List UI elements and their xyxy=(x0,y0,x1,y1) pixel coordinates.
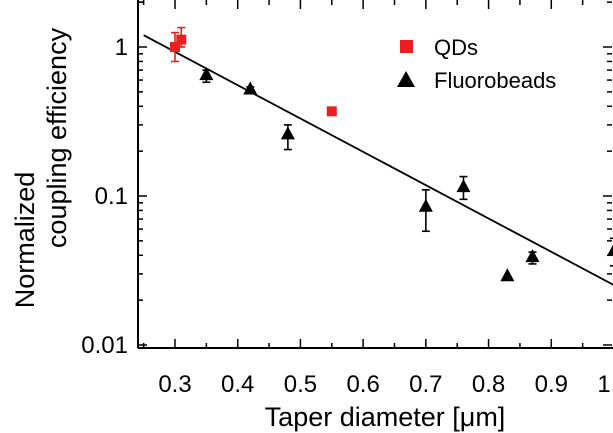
y-tick-label: 1 xyxy=(115,34,128,61)
fluorobeads-point xyxy=(500,268,515,282)
x-tick-label: 0.3 xyxy=(158,371,191,398)
x-tick-label: 0.5 xyxy=(284,371,317,398)
x-tick-label: 0.9 xyxy=(535,371,568,398)
qds-point xyxy=(176,34,187,45)
fluorobeads-point xyxy=(199,67,214,81)
x-tick-label: 0.7 xyxy=(409,371,442,398)
legend-fluorobeads-marker xyxy=(397,71,415,87)
fit-line xyxy=(143,34,613,286)
x-tick-label: 1.0 xyxy=(597,371,613,398)
qds-point xyxy=(170,42,180,52)
fluorobeads-point xyxy=(280,126,295,140)
fluorobeads-point xyxy=(243,81,258,95)
fluorobeads-point xyxy=(456,179,471,193)
legend: QDs Fluorobeads xyxy=(397,35,556,93)
y-axis-title-line-2: coupling efficiency xyxy=(42,27,72,248)
x-tick-label: 0.6 xyxy=(346,371,379,398)
fluorobeads-point xyxy=(607,244,613,256)
plot-area: 0.3 0.4 0.5 0.6 0.7 0.8 0.9 1.0 0.01 0.1 1 xyxy=(81,0,613,398)
x-tick-label: 0.4 xyxy=(221,371,254,398)
legend-qds-marker xyxy=(400,40,413,53)
legend-fluorobeads-label: Fluorobeads xyxy=(434,68,556,93)
x-axis-title: Taper diameter [μm] xyxy=(265,402,506,432)
qds-point xyxy=(326,106,337,117)
legend-qds-label: QDs xyxy=(434,35,478,60)
fluorobeads-point xyxy=(418,198,433,212)
fluorobeads-point xyxy=(525,249,540,263)
y-tick-label: 0.1 xyxy=(95,183,128,210)
y-tick-label: 0.01 xyxy=(81,332,128,359)
y-axis-title-line-1: Normalized xyxy=(10,172,40,309)
x-tick-label: 0.8 xyxy=(472,371,505,398)
